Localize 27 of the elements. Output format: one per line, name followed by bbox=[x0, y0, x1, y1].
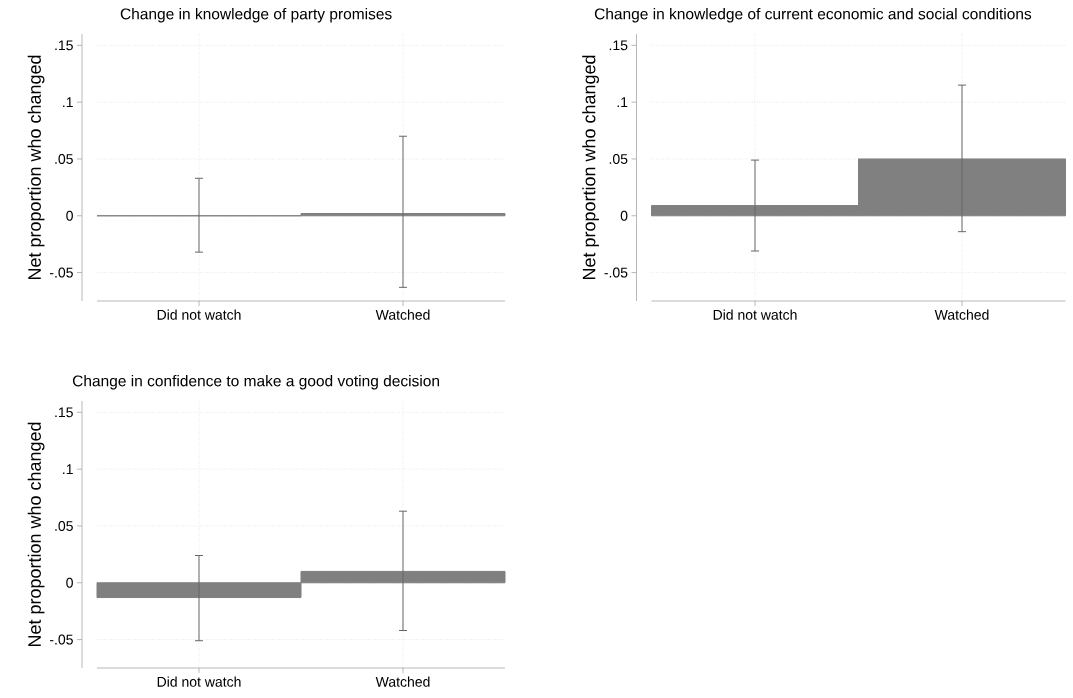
x-tick-label: Watched bbox=[934, 309, 989, 320]
chart-title: Change in knowledge of party promises bbox=[120, 8, 392, 23]
x-tick-label: Did not watch bbox=[157, 676, 241, 687]
y-axis-title: Net proportion who changed bbox=[27, 55, 45, 280]
y-tick-label: -.05 bbox=[49, 267, 73, 278]
y-tick-label: 0 bbox=[66, 577, 73, 588]
y-tick-label: -.05 bbox=[49, 634, 73, 645]
x-tick-label: Watched bbox=[375, 309, 430, 320]
x-tick-label: Watched bbox=[375, 676, 430, 687]
chart-title: Change in confidence to make a good voting decision bbox=[72, 375, 439, 390]
y-tick-label: .1 bbox=[617, 97, 628, 107]
y-tick-label: .1 bbox=[63, 464, 73, 474]
y-tick-label: -.05 bbox=[604, 267, 628, 278]
x-tick-label: Did not watch bbox=[157, 309, 241, 320]
chart-title: Change in knowledge of current economic and social conditions bbox=[594, 8, 1032, 23]
y-tick-label: 0 bbox=[66, 210, 73, 221]
y-tick-label: .05 bbox=[609, 154, 628, 164]
y-tick-label: .15 bbox=[609, 40, 628, 51]
y-axis-title: Net proportion who changed bbox=[27, 422, 45, 647]
y-tick-label: .05 bbox=[55, 154, 73, 164]
y-tick-label: .05 bbox=[55, 521, 73, 531]
y-tick-label: .15 bbox=[55, 407, 73, 418]
y-tick-label: .1 bbox=[63, 97, 73, 107]
x-tick-label: Did not watch bbox=[713, 309, 797, 320]
y-tick-label: 0 bbox=[620, 210, 628, 221]
y-tick-label: .15 bbox=[55, 40, 73, 51]
y-axis-title: Net proportion who changed bbox=[582, 55, 599, 280]
